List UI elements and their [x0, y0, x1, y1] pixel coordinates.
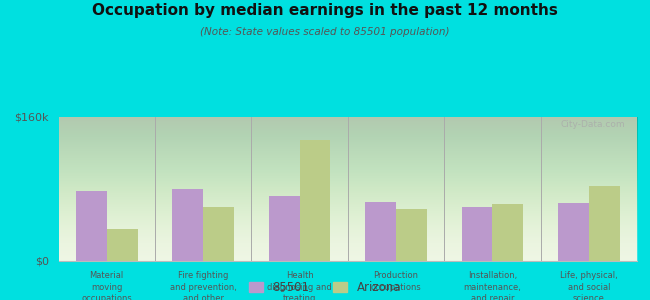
Bar	[268, 196, 300, 261]
Bar	[107, 229, 138, 261]
Text: (Note: State values scaled to 85501 population): (Note: State values scaled to 85501 popu…	[200, 27, 450, 37]
Bar	[493, 204, 523, 261]
Bar	[462, 207, 492, 261]
Text: City-Data.com: City-Data.com	[561, 120, 625, 129]
Bar	[558, 202, 589, 261]
Bar	[203, 207, 234, 261]
Bar	[396, 209, 427, 261]
Legend: 85501, Arizona: 85501, Arizona	[249, 281, 401, 294]
Text: Occupation by median earnings in the past 12 months: Occupation by median earnings in the pas…	[92, 3, 558, 18]
Bar	[76, 191, 107, 261]
Bar	[365, 202, 396, 261]
Bar	[589, 186, 619, 261]
Bar	[172, 189, 203, 261]
Bar	[300, 140, 330, 261]
